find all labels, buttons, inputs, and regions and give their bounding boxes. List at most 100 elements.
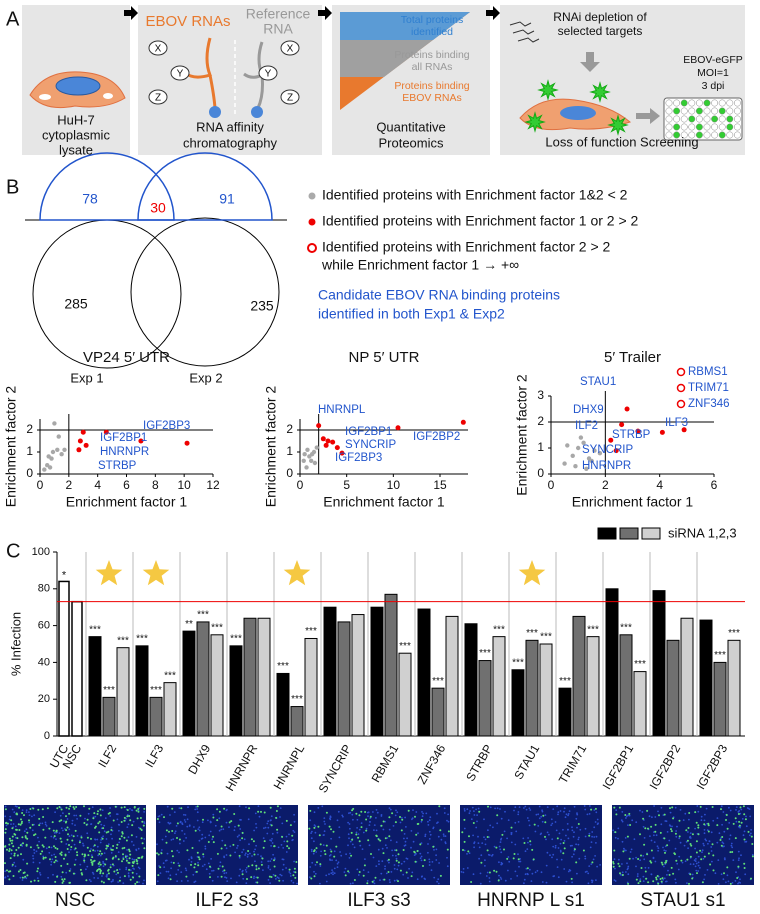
micrograph-speck [526, 817, 529, 819]
micrograph-speck [691, 877, 694, 880]
gray-point [50, 449, 56, 455]
red-point [77, 438, 83, 444]
red-point [323, 442, 329, 448]
micrograph-speck [618, 806, 621, 809]
micrograph-speck [83, 805, 85, 808]
micrograph-speck [347, 833, 350, 836]
micrograph-speck [689, 863, 692, 865]
micrograph-speck [722, 811, 725, 813]
micrograph-speck [314, 825, 317, 828]
micrograph-speck [93, 877, 96, 879]
micrograph-speck [60, 864, 63, 867]
red-point [460, 419, 466, 425]
micrograph-speck [523, 882, 525, 885]
venn-circle [32, 219, 182, 369]
micrograph-speck [644, 870, 647, 873]
micrograph-speck [565, 834, 567, 837]
micrograph-speck [194, 863, 197, 866]
micrograph-speck [164, 835, 167, 838]
micrograph-speck [678, 837, 681, 840]
micrograph-speck [370, 853, 372, 855]
micrograph-speck [39, 873, 42, 876]
micrograph-speck [97, 862, 100, 865]
micrograph-speck [87, 812, 90, 815]
micrograph-speck [270, 824, 273, 827]
micrograph-speck [573, 831, 575, 834]
micrograph-speck [563, 807, 566, 810]
micrograph-speck [626, 868, 629, 871]
micrograph-speck [623, 847, 625, 850]
micrograph-speck [731, 851, 734, 853]
micrograph-speck [125, 858, 128, 860]
micrograph-speck [689, 843, 692, 845]
micrograph-speck [617, 862, 620, 865]
micrograph-speck [556, 866, 559, 868]
micrograph-speck [71, 839, 74, 842]
micrograph-speck [319, 843, 322, 846]
micrograph-speck [592, 858, 595, 861]
micrograph-speck [674, 806, 677, 809]
micrograph-speck [15, 836, 17, 839]
gray-point [309, 452, 315, 457]
micrograph-speck [533, 823, 536, 826]
micrograph-speck [176, 822, 179, 825]
point-label: IGF2BP1 [100, 432, 147, 444]
micrograph-speck [422, 812, 424, 815]
level-text: Proteins binding [394, 80, 469, 92]
micrograph-speck [469, 810, 471, 812]
micrograph-speck [567, 814, 569, 817]
micrograph-speck [531, 872, 534, 875]
micrograph-speck [427, 851, 429, 854]
micrograph-speck [414, 860, 417, 863]
micrograph-speck [701, 881, 704, 884]
micrograph-speck [42, 856, 45, 859]
micrograph-speck [60, 840, 63, 843]
bar [445, 615, 459, 737]
micrograph-speck [500, 817, 503, 820]
micrograph-speck [204, 845, 207, 848]
micrograph-speck [52, 829, 55, 832]
micrograph-speck [21, 845, 24, 847]
micrograph-speck [291, 839, 294, 842]
micrograph-speck [652, 880, 655, 883]
micrograph-speck [671, 806, 674, 809]
micrograph-speck [660, 823, 663, 826]
micrograph-speck [545, 864, 548, 867]
micrograph-speck [171, 850, 173, 853]
micrograph-speck [420, 842, 423, 844]
red-point [138, 438, 144, 444]
micrograph-speck [13, 811, 16, 814]
micrograph-speck [737, 865, 740, 868]
micrograph-speck [689, 855, 692, 858]
micrograph-speck [90, 861, 93, 864]
micrograph-speck [697, 826, 700, 829]
micrograph-speck [323, 830, 326, 833]
micrograph-speck [596, 818, 599, 821]
micrograph-speck [688, 812, 691, 814]
significance: *** [291, 694, 303, 705]
micrograph-speck [524, 805, 527, 808]
micrograph-speck [132, 862, 135, 865]
micrograph-speck [203, 863, 206, 866]
micrograph-speck [584, 835, 587, 838]
micrograph-speck [351, 838, 354, 841]
venn-label: Exp 1 [70, 370, 103, 385]
micrograph-speck [220, 847, 223, 850]
micrograph-speck [411, 818, 413, 821]
gray-point [597, 451, 603, 456]
micrograph-speck [589, 805, 591, 807]
micrograph-speck [330, 872, 333, 875]
micrograph-speck [6, 848, 8, 851]
micrograph-speck [687, 827, 690, 829]
micrograph-speck [198, 839, 201, 842]
panel-label: C [6, 540, 20, 562]
legend-text: Identified proteins with Enrichment fact… [322, 239, 611, 255]
micrograph-speck [115, 847, 118, 849]
micrograph-speck [389, 808, 392, 811]
micrograph-speck [160, 849, 163, 851]
micrograph-speck [131, 864, 134, 867]
micrograph-speck [650, 839, 653, 842]
x-tick-label: RBMS1 [369, 742, 402, 785]
micrograph-speck [104, 863, 107, 866]
micrograph-speck [56, 847, 59, 850]
